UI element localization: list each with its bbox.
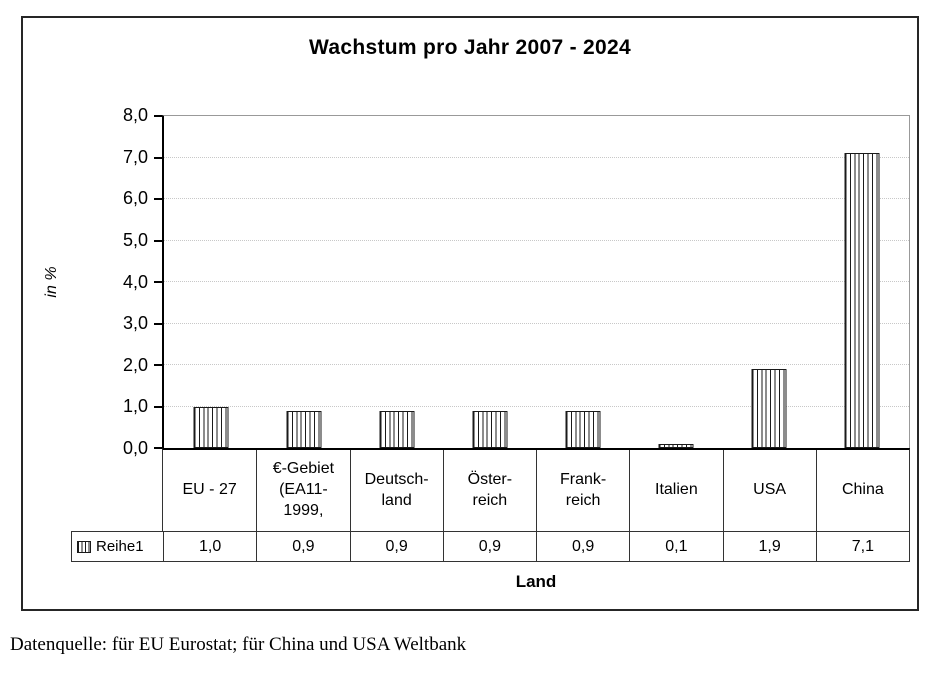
category-cell: USA <box>722 450 816 531</box>
y-axis-tick <box>154 198 162 200</box>
bar <box>844 153 880 448</box>
y-axis-title: in % <box>43 266 60 298</box>
x-axis-title: Land <box>515 572 557 591</box>
y-axis-tick <box>154 364 162 366</box>
bar <box>379 410 415 448</box>
y-tick-label: 1,0 <box>122 396 148 417</box>
y-tick-label: 8,0 <box>122 105 148 125</box>
y-tick-label: 7,0 <box>122 146 148 167</box>
value-cell: 7,1 <box>815 532 909 561</box>
legend-label: Reihe1 <box>96 538 144 555</box>
category-cell: Italien <box>629 450 722 531</box>
y-tick-label: 2,0 <box>122 354 148 375</box>
bar <box>751 369 787 448</box>
category-cell: EU - 27 <box>182 481 237 499</box>
y-axis-tick <box>154 322 162 325</box>
bar <box>193 406 229 448</box>
source-caption: Datenquelle: für EU Eurostat; für China … <box>10 634 467 655</box>
y-axis-tick <box>154 447 162 449</box>
value-cell: 1,9 <box>722 532 816 561</box>
y-tick-label: 3,0 <box>122 313 148 334</box>
category-cell: China <box>815 450 909 531</box>
category-cell: Öster- reich <box>442 450 536 531</box>
gridline <box>164 198 909 199</box>
value-cell: 0,9 <box>442 532 536 561</box>
value-cell: 0,9 <box>256 532 349 561</box>
bar <box>286 410 322 448</box>
y-tick-label: 5,0 <box>122 229 148 250</box>
y-tick-label: 4,0 <box>122 271 148 292</box>
value-cell: 0,9 <box>349 532 443 561</box>
value-cell: 0,1 <box>629 532 722 561</box>
value-cell: 0,9 <box>536 532 629 561</box>
series-swatch-icon <box>77 540 91 553</box>
chart-title: Wachstum pro Jahr 2007 - 2024 <box>309 36 631 59</box>
y-tick-label: 0,0 <box>122 438 148 458</box>
plot-area <box>154 115 910 449</box>
y-axis-tick <box>154 156 162 159</box>
bar <box>658 443 694 448</box>
category-cell: Frank- reich <box>536 450 629 531</box>
gridline <box>164 405 909 407</box>
category-axis-row: EU - 27 €-Gebiet (EA11- 1999, Deutsch- lan… <box>162 448 910 531</box>
y-axis-tick <box>154 239 162 242</box>
gridline <box>164 281 909 282</box>
bar <box>472 410 508 448</box>
gridline <box>164 239 909 241</box>
category-cell: Deutsch- land <box>349 450 443 531</box>
y-axis-tick <box>154 115 162 117</box>
bar <box>565 410 601 448</box>
y-axis-tick <box>154 281 162 283</box>
data-table-row: Reihe1 1,0 0,9 0,9 0,9 0,9 0,1 1,9 7,1 <box>71 531 910 562</box>
y-axis-labels: 8,0 7,0 6,0 5,0 4,0 3,0 2,0 1,0 0,0 <box>96 106 148 457</box>
category-cell: €-Gebiet (EA11- 1999, <box>256 450 349 531</box>
gridline <box>164 156 909 158</box>
y-tick-label: 6,0 <box>122 188 148 209</box>
value-cell: 1,0 <box>163 532 256 561</box>
gridline <box>164 364 909 365</box>
legend-cell: Reihe1 <box>72 532 163 561</box>
y-axis-tick <box>154 405 162 408</box>
gridline <box>164 322 909 324</box>
